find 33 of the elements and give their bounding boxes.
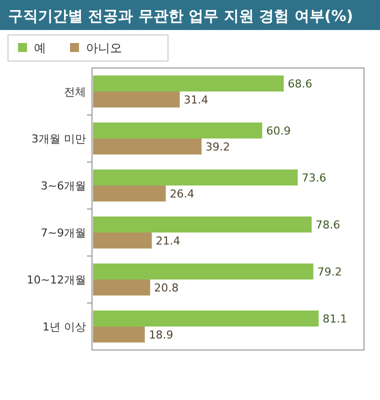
chart-title: 구직기간별 전공과 무관한 업무 지원 경험 여부(%) <box>8 7 354 25</box>
bar <box>93 326 145 342</box>
data-label: 21.4 <box>156 234 180 248</box>
y-tick-label: 10~12개월 <box>26 274 86 286</box>
data-label: 60.9 <box>266 124 291 138</box>
data-label: 68.6 <box>288 78 312 90</box>
bar <box>93 122 262 138</box>
bar <box>93 216 312 232</box>
y-tick-label: 7~9개월 <box>40 226 86 240</box>
data-label: 81.1 <box>322 312 348 326</box>
data-label: 20.8 <box>154 282 179 294</box>
bar <box>93 310 319 326</box>
y-tick-label: 3개월 미만 <box>32 132 86 146</box>
bar <box>93 92 180 108</box>
bar <box>93 232 152 248</box>
data-label: 18.9 <box>148 328 174 342</box>
legend-label: 예 <box>34 41 46 55</box>
data-label: 79.2 <box>317 266 342 278</box>
y-tick-label: 3~6개월 <box>40 180 86 192</box>
bar <box>93 280 150 296</box>
data-label: 26.4 <box>170 188 194 200</box>
data-label: 73.6 <box>302 172 326 184</box>
data-label: 78.6 <box>316 218 340 232</box>
bar <box>93 264 314 280</box>
y-tick-label: 전체 <box>64 86 86 98</box>
data-label: 39.2 <box>206 140 230 154</box>
y-tick-label: 1년 이상 <box>42 320 86 334</box>
bar <box>93 170 298 186</box>
legend-label: 아니오 <box>86 41 122 55</box>
bar <box>93 76 284 92</box>
data-label: 31.4 <box>184 94 208 106</box>
bar <box>93 186 166 202</box>
bar <box>93 138 202 154</box>
